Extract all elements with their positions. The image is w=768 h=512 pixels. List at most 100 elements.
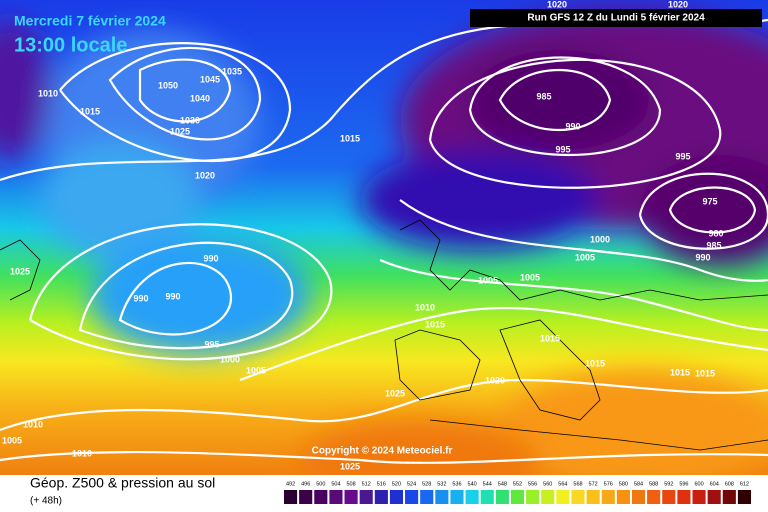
isobar-label: 975 — [702, 196, 717, 206]
legend-swatch — [737, 490, 751, 504]
legend-swatch — [586, 490, 600, 504]
coastlines — [0, 219, 768, 451]
legend-value: 512 — [362, 481, 371, 487]
legend-swatch — [420, 490, 434, 504]
legend: 492 496 500 504 508 512 516 520 524 528 532 536 540 5… — [284, 481, 751, 504]
legend-swatch — [616, 490, 630, 504]
legend-swatch — [677, 490, 691, 504]
isobar-label: 1025 — [170, 126, 190, 136]
isobar-label: 1005 — [2, 435, 22, 445]
copyright: Copyright © 2024 Meteociel.fr — [312, 446, 453, 457]
legend-swatch — [299, 490, 313, 504]
legend-value: 528 — [422, 481, 431, 487]
isobar-label: 995 — [675, 151, 690, 161]
isobars — [0, 18, 768, 464]
legend-swatch — [662, 490, 676, 504]
isobar-label: 990 — [565, 121, 580, 131]
legend-value: 564 — [558, 481, 567, 487]
legend-swatch — [405, 490, 419, 504]
legend-value: 572 — [589, 481, 598, 487]
legend-swatch — [435, 490, 449, 504]
legend-swatch — [556, 490, 570, 504]
legend-value: 584 — [634, 481, 643, 487]
date-label: Mercredi 7 février 2024 — [14, 13, 166, 29]
isobar-labels: 1035104510501040103010251020101010151015… — [2, 0, 724, 471]
isobar-label: 1020 — [547, 0, 567, 9]
isobar-label: 1005 — [478, 275, 498, 285]
isobar-label: 1040 — [190, 93, 210, 103]
legend-value: 536 — [452, 481, 461, 487]
legend-swatch — [631, 490, 646, 504]
legend-swatch — [359, 490, 373, 504]
legend-swatch — [510, 490, 525, 504]
isobar-label: 1000 — [220, 354, 240, 364]
isobar-label: 995 — [204, 339, 219, 349]
isobar-label: 1010 — [72, 448, 92, 458]
legend-value: 556 — [528, 481, 537, 487]
legend-value: 516 — [377, 481, 386, 487]
legend-swatch — [450, 490, 464, 504]
legend-swatch — [374, 490, 388, 504]
legend-value: 520 — [392, 481, 401, 487]
isobar-label: 990 — [695, 252, 710, 262]
legend-swatch — [344, 490, 358, 504]
isobar-label: 1030 — [180, 115, 200, 125]
legend-swatch — [571, 490, 585, 504]
isobar-label: 1025 — [385, 388, 405, 398]
legend-value: 508 — [346, 481, 355, 487]
isobar-label: 1005 — [246, 365, 266, 375]
legend-swatch — [495, 490, 509, 504]
legend-value: 604 — [710, 481, 719, 487]
isobar-label: 1005 — [520, 272, 540, 282]
legend-value: 612 — [740, 481, 749, 487]
legend-value: 492 — [286, 481, 295, 487]
isobar-label: 1010 — [23, 419, 43, 429]
legend-value: 592 — [664, 481, 673, 487]
legend-value: 576 — [604, 481, 613, 487]
isobar-label: 990 — [133, 293, 148, 303]
isobar-label: 1020 — [668, 0, 688, 9]
isobar-label: 1015 — [585, 358, 605, 368]
isobar-label: 1010 — [415, 302, 435, 312]
footer-title: Géop. Z500 & pression au sol — [30, 475, 215, 491]
isobar-label: 1020 — [485, 375, 505, 385]
isobar-label: 1045 — [200, 74, 220, 84]
legend-value: 500 — [316, 481, 325, 487]
isobar-label: 990 — [165, 291, 180, 301]
isobar-label: 1015 — [425, 319, 445, 329]
isobar-label: 1025 — [340, 461, 360, 471]
legend-value: 560 — [543, 481, 552, 487]
legend-value: 580 — [619, 481, 628, 487]
legend-swatch — [314, 490, 328, 504]
legend-value: 532 — [437, 481, 446, 487]
isobar-label: 1015 — [670, 367, 690, 377]
legend-swatch — [601, 490, 615, 504]
isobar-label: 1020 — [195, 170, 215, 180]
run-label: Run GFS 12 Z du Lundi 5 février 2024 — [527, 13, 705, 24]
legend-value: 596 — [679, 481, 688, 487]
legend-swatch — [329, 490, 343, 504]
legend-swatch — [541, 490, 555, 504]
footer-lead: (+ 48h) — [30, 496, 62, 507]
legend-value: 540 — [468, 481, 477, 487]
legend-value: 504 — [331, 481, 340, 487]
isobar-label: 1010 — [38, 88, 58, 98]
isobar-label: 980 — [708, 228, 723, 238]
run-box — [470, 9, 762, 27]
isobar-label: 1015 — [540, 333, 560, 343]
isobar-label: 1005 — [575, 252, 595, 262]
isobar-label: 985 — [536, 91, 551, 101]
isobar-label: 1015 — [340, 133, 360, 143]
time-label: 13:00 locale — [14, 34, 127, 56]
isobar-label: 985 — [706, 240, 721, 250]
legend-value: 524 — [407, 481, 416, 487]
legend-value: 496 — [301, 481, 310, 487]
isobar-label: 1035 — [222, 66, 242, 76]
legend-swatch — [647, 490, 661, 504]
legend-swatch — [389, 490, 404, 504]
isobar-label: 990 — [203, 253, 218, 263]
legend-value: 548 — [498, 481, 507, 487]
legend-swatch — [284, 490, 298, 504]
